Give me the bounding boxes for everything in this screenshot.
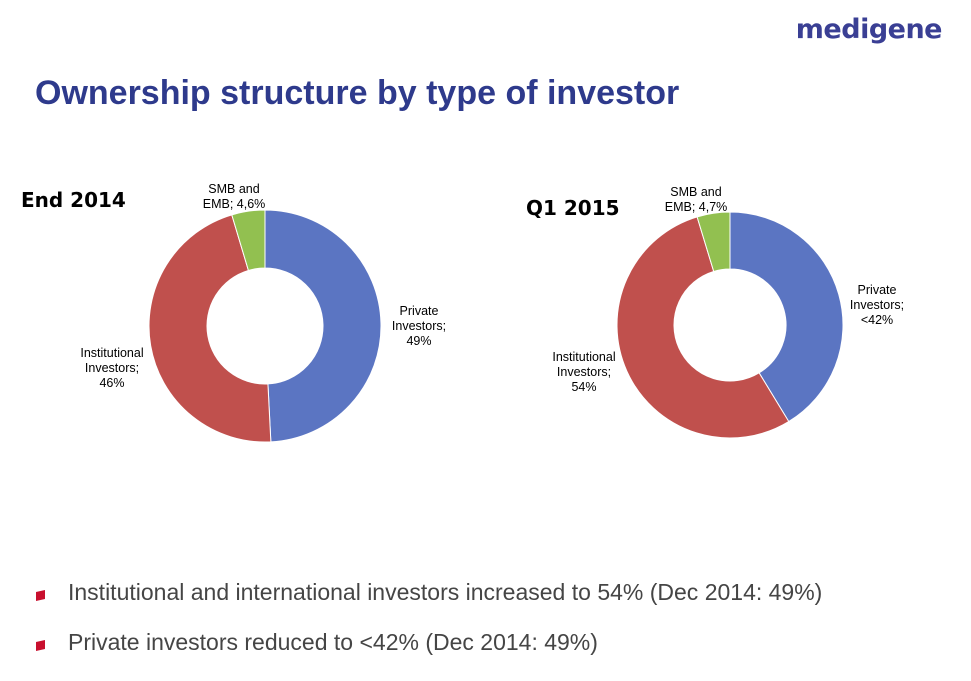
data-label-private: Private Investors; 49%: [392, 304, 446, 348]
chart-title-q1-2015: Q1 2015: [526, 196, 620, 220]
data-label-smb: SMB and EMB; 4,7%: [665, 185, 728, 214]
slice-private: [729, 211, 844, 423]
slice-smb: [696, 211, 731, 273]
bullet-text: Private investors reduced to <42% (Dec 2…: [68, 629, 598, 655]
data-label-institutional: Institutional Investors; 46%: [80, 346, 143, 390]
slice-smb: [231, 209, 266, 272]
bullet-marker-icon: [36, 590, 45, 601]
slice-institutional: [616, 216, 790, 439]
bullet-text: Institutional and international investor…: [68, 579, 823, 605]
bullet-marker-icon: [36, 640, 45, 651]
data-label-smb: SMB and EMB; 4,6%: [203, 182, 266, 211]
data-label-private: Private Investors; <42%: [850, 283, 904, 327]
chart-title-end-2014: End 2014: [21, 188, 126, 212]
data-label-institutional: Institutional Investors; 54%: [552, 350, 615, 394]
slice-institutional: [148, 214, 272, 443]
medigene-logo: medigene: [795, 14, 943, 45]
slice-private: [264, 209, 382, 443]
page-title: Ownership structure by type of investor: [35, 74, 680, 112]
